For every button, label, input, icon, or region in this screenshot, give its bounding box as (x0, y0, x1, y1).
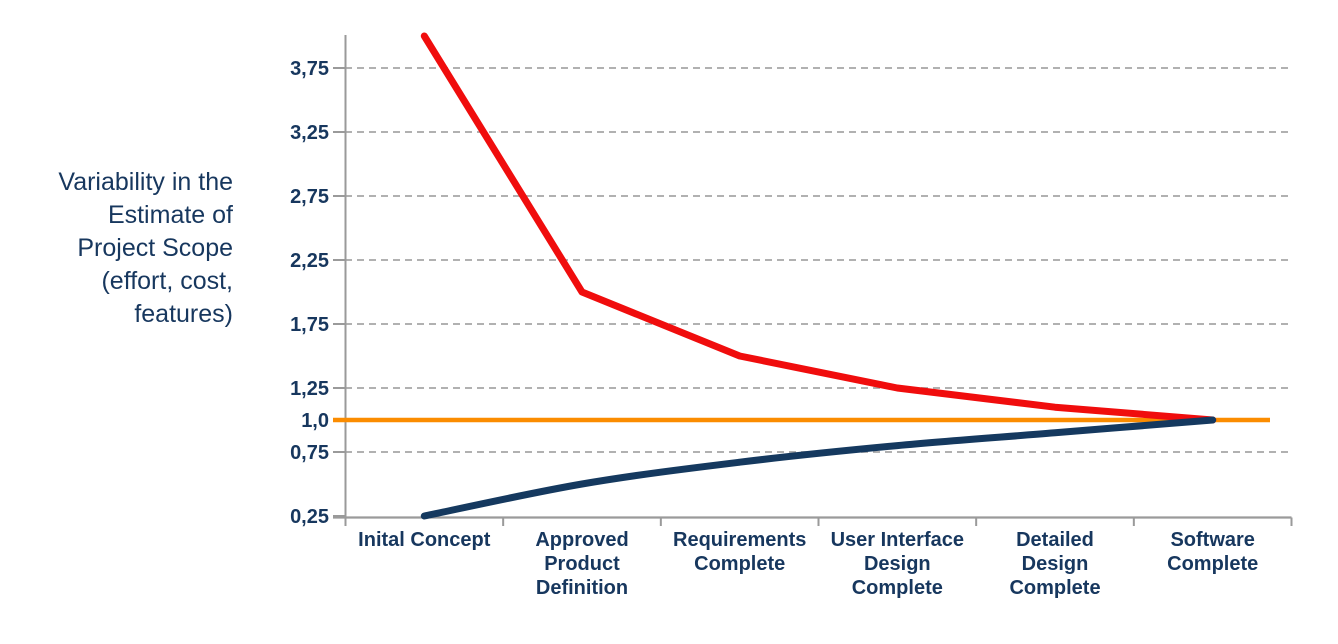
x-category-label: Inital Concept (358, 529, 491, 551)
x-category-label: Software Complete (1167, 529, 1258, 575)
gridlines (333, 67, 1292, 453)
y-axis-title-line: (effort, cost, (101, 267, 233, 295)
series-lines (420, 32, 1217, 520)
upper-estimate-bound-line (420, 32, 1217, 424)
y-axis-title-line: Estimate of (107, 201, 233, 229)
y-tick-label: 2,25 (290, 250, 329, 272)
y-axis-title-line: features) (134, 300, 233, 328)
y-tick-label: 1,0 (301, 410, 329, 432)
y-tick-label: 1,25 (290, 378, 329, 400)
y-tick-label: 3,75 (290, 58, 329, 80)
x-category-label: Requirements Complete (673, 529, 806, 575)
y-tick-label: 0,75 (290, 442, 329, 464)
y-axis-title-line: Project Scope (77, 234, 233, 262)
x-category-label: User Interface Design Complete (831, 529, 964, 599)
y-tick-label: 3,25 (290, 122, 329, 144)
y-tick-label: 2,75 (290, 186, 329, 208)
x-category-label: Approved Product Definition (535, 529, 628, 599)
axes (333, 35, 1293, 526)
y-axis-title: Variability in the Estimate of Project S… (0, 166, 233, 331)
x-category-labels: Inital Concept Approved Product Definition R… (358, 529, 1258, 599)
y-tick-label: 1,75 (290, 314, 329, 336)
x-category-label: Detailed Design Complete (1009, 529, 1100, 599)
lower-estimate-bound-line (420, 416, 1217, 520)
y-axis-title-line: Variability in the (58, 168, 233, 196)
y-tick-label: 0,25 (290, 506, 329, 528)
y-tick-labels: 3,75 3,25 2,75 2,25 1,75 1,25 1,0 0,75 0,25 (290, 58, 329, 528)
